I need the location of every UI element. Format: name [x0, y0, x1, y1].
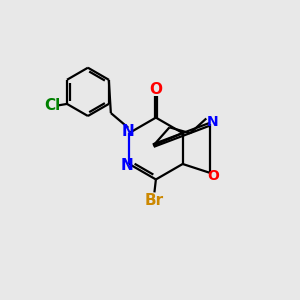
- Text: O: O: [149, 82, 162, 98]
- Text: O: O: [207, 169, 219, 183]
- Text: Cl: Cl: [44, 98, 60, 113]
- Text: Br: Br: [145, 193, 164, 208]
- Text: N: N: [122, 124, 135, 139]
- Text: N: N: [120, 158, 133, 173]
- Text: N: N: [206, 115, 218, 129]
